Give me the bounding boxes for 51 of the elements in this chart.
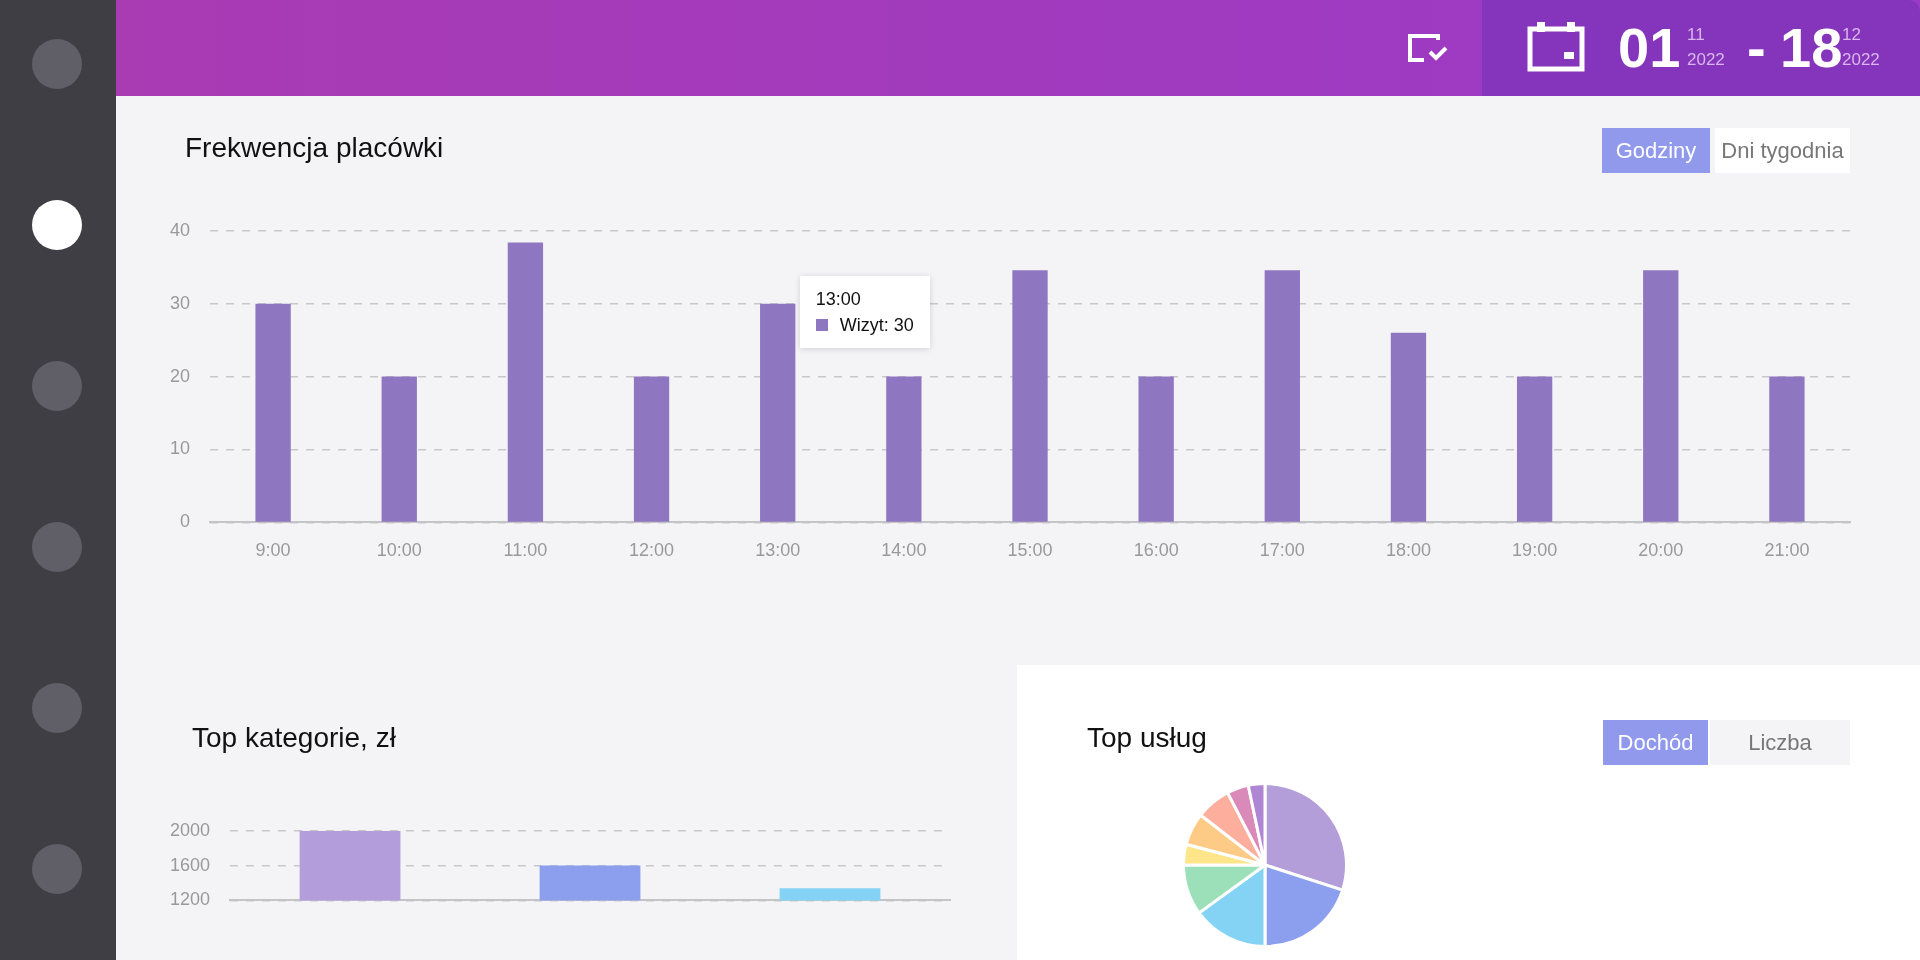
x-tick-label: 18:00 bbox=[1385, 540, 1431, 561]
text: 2022 bbox=[1687, 50, 1725, 70]
y-tick-label: 0 bbox=[180, 511, 191, 532]
bar bbox=[633, 376, 670, 522]
x-tick-label: 13:00 bbox=[755, 540, 801, 561]
x-tick-label: 17:00 bbox=[1259, 540, 1305, 561]
text: 18 bbox=[1780, 16, 1843, 79]
y-tick-label: 10 bbox=[169, 438, 191, 459]
x-tick-label: 12:00 bbox=[629, 540, 675, 561]
tooltip: 13:00 Wizyt: 30 bbox=[799, 275, 930, 348]
x-tick-label: 20:00 bbox=[1638, 540, 1684, 561]
text: 2022 bbox=[1842, 50, 1880, 70]
bar bbox=[1769, 376, 1805, 522]
x-tick-label: 14:00 bbox=[881, 540, 927, 561]
x-tick-label: 11:00 bbox=[503, 540, 548, 561]
y-tick-label: 20 bbox=[169, 365, 191, 386]
bar bbox=[381, 376, 417, 522]
bar bbox=[255, 303, 291, 522]
chart-title: Frekwencja placówki bbox=[185, 132, 444, 164]
text: Dochód bbox=[1603, 720, 1708, 765]
text: Godziny bbox=[1602, 128, 1710, 173]
x-tick-label: 16:00 bbox=[1133, 540, 1179, 561]
bar bbox=[886, 376, 922, 522]
x-tick-label: 10:00 bbox=[376, 540, 422, 561]
bar bbox=[760, 303, 796, 522]
chart-title: Top usług bbox=[1087, 722, 1207, 754]
bar bbox=[1516, 376, 1553, 522]
text: Liczba bbox=[1710, 720, 1850, 765]
chart-title: Top kategorie, zł bbox=[192, 722, 396, 754]
text: Dni tygodnia bbox=[1715, 128, 1850, 173]
y-tick-label: 1600 bbox=[170, 854, 211, 875]
bar bbox=[1012, 270, 1048, 522]
y-tick-label: 30 bbox=[169, 292, 191, 313]
bar bbox=[1390, 332, 1427, 522]
bar bbox=[1138, 376, 1174, 522]
y-tick-label: 40 bbox=[169, 219, 191, 240]
text: - bbox=[1747, 16, 1766, 79]
x-tick-label: 21:00 bbox=[1764, 540, 1810, 561]
bar bbox=[1643, 270, 1679, 522]
annotation: 13:00 bbox=[815, 287, 861, 311]
text: 11 bbox=[1687, 25, 1705, 45]
text: 12 bbox=[1842, 25, 1861, 45]
annotation: Wizyt: 30 bbox=[839, 313, 914, 337]
bar bbox=[1264, 270, 1300, 522]
bar bbox=[507, 242, 544, 522]
y-tick-label: 1200 bbox=[170, 889, 211, 910]
x-tick-label: 9:00 bbox=[255, 540, 291, 561]
x-tick-label: 19:00 bbox=[1512, 540, 1558, 561]
x-tick-label: 15:00 bbox=[1007, 540, 1053, 561]
y-tick-label: 2000 bbox=[170, 819, 211, 840]
text: 01 bbox=[1618, 16, 1681, 79]
